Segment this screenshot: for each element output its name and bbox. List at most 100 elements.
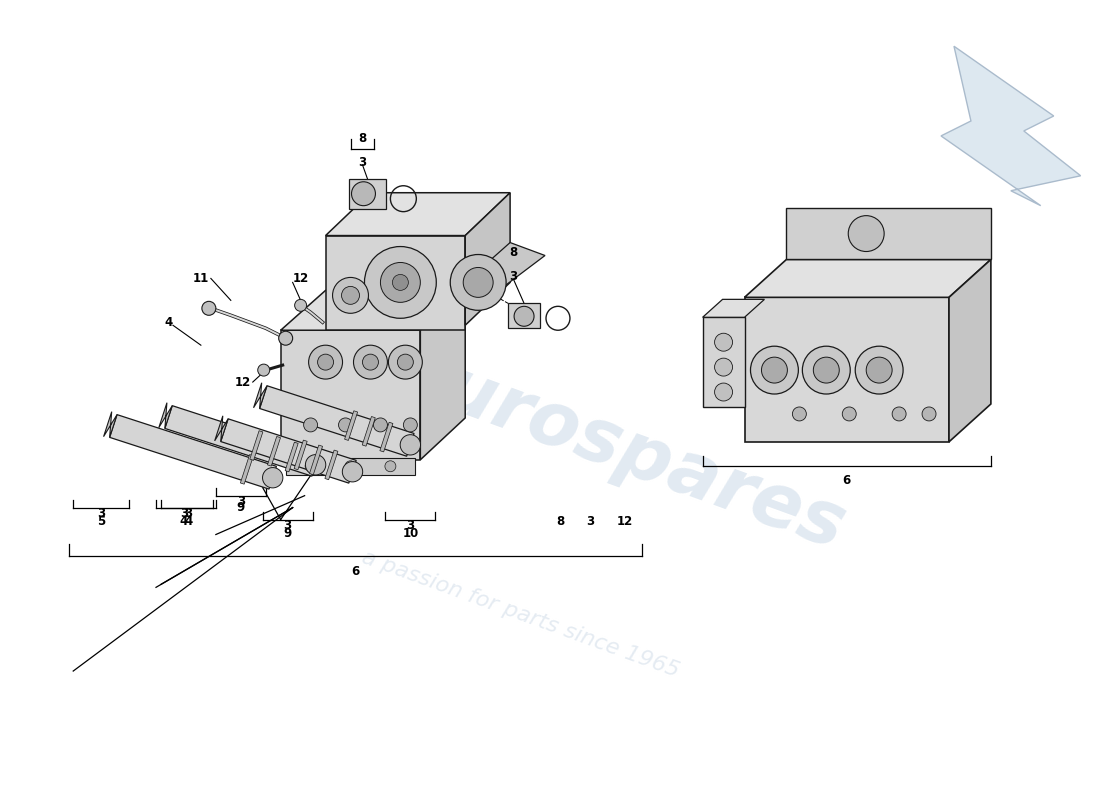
Text: 3: 3 [97,507,106,520]
Circle shape [364,246,437,318]
Polygon shape [158,402,173,429]
Polygon shape [254,382,267,409]
Circle shape [381,262,420,302]
Circle shape [363,354,378,370]
Polygon shape [286,458,416,474]
Circle shape [792,407,806,421]
Polygon shape [949,259,991,442]
Polygon shape [703,318,745,407]
Polygon shape [344,410,358,441]
Text: 9: 9 [236,501,245,514]
Text: 4: 4 [165,316,173,329]
Polygon shape [786,208,991,259]
Circle shape [339,418,352,432]
Polygon shape [508,303,540,328]
Circle shape [295,299,307,311]
Circle shape [202,302,216,315]
Text: 3: 3 [185,507,192,520]
Text: 3: 3 [586,515,594,528]
Circle shape [257,364,270,376]
Text: 3: 3 [359,156,366,170]
Text: 11: 11 [192,272,209,285]
Text: 3: 3 [180,507,188,520]
Polygon shape [250,430,263,460]
Circle shape [761,357,788,383]
Polygon shape [940,46,1080,206]
Polygon shape [103,412,117,438]
Circle shape [309,345,342,379]
Text: 5: 5 [97,515,106,528]
Circle shape [715,358,733,376]
Circle shape [802,346,850,394]
Polygon shape [703,299,764,318]
Text: 3: 3 [509,270,517,283]
Text: 4: 4 [179,515,188,528]
Text: 8: 8 [556,515,564,528]
Text: 3: 3 [236,495,245,508]
Text: eurospares: eurospares [385,334,855,566]
Text: 10: 10 [403,527,418,540]
Text: 9: 9 [284,527,292,540]
Polygon shape [280,290,465,330]
Circle shape [278,331,293,345]
Circle shape [463,267,493,298]
Text: 4: 4 [185,515,192,528]
Polygon shape [465,242,544,295]
Circle shape [715,383,733,401]
Polygon shape [324,450,338,480]
Text: 3: 3 [284,519,292,532]
Polygon shape [745,298,949,442]
Circle shape [400,434,420,455]
Circle shape [393,274,408,290]
Circle shape [305,461,316,472]
Circle shape [750,346,799,394]
Polygon shape [280,330,420,460]
Text: 12: 12 [293,272,309,285]
Polygon shape [165,406,319,476]
Polygon shape [260,386,414,456]
Circle shape [397,354,414,370]
Polygon shape [349,178,386,209]
Polygon shape [294,440,307,470]
Polygon shape [362,417,375,446]
Circle shape [306,454,326,475]
Circle shape [341,286,360,304]
Polygon shape [379,422,393,452]
Text: a passion for parts since 1965: a passion for parts since 1965 [359,547,682,681]
Text: 12: 12 [617,515,632,528]
Circle shape [866,357,892,383]
Text: 12: 12 [234,375,251,389]
Polygon shape [326,235,465,330]
Circle shape [385,461,396,472]
Polygon shape [214,416,228,442]
Circle shape [342,462,363,482]
Polygon shape [420,290,465,460]
Text: 6: 6 [351,565,360,578]
Text: 3: 3 [406,519,415,532]
Circle shape [813,357,839,383]
Circle shape [373,418,387,432]
Polygon shape [309,445,322,474]
Polygon shape [326,193,510,235]
Circle shape [304,418,318,432]
Circle shape [353,345,387,379]
Text: 6: 6 [843,474,851,487]
Circle shape [332,278,368,314]
Text: 8: 8 [509,246,517,259]
Circle shape [514,306,534,326]
Circle shape [855,346,903,394]
Circle shape [715,334,733,351]
Circle shape [318,354,333,370]
Circle shape [404,418,417,432]
Circle shape [450,254,506,310]
Polygon shape [745,259,991,298]
Polygon shape [110,414,276,489]
Polygon shape [241,454,253,484]
Polygon shape [221,419,356,483]
Polygon shape [465,193,510,326]
Circle shape [922,407,936,421]
Polygon shape [285,442,298,472]
Circle shape [848,216,884,251]
Polygon shape [267,437,280,466]
Circle shape [892,407,906,421]
